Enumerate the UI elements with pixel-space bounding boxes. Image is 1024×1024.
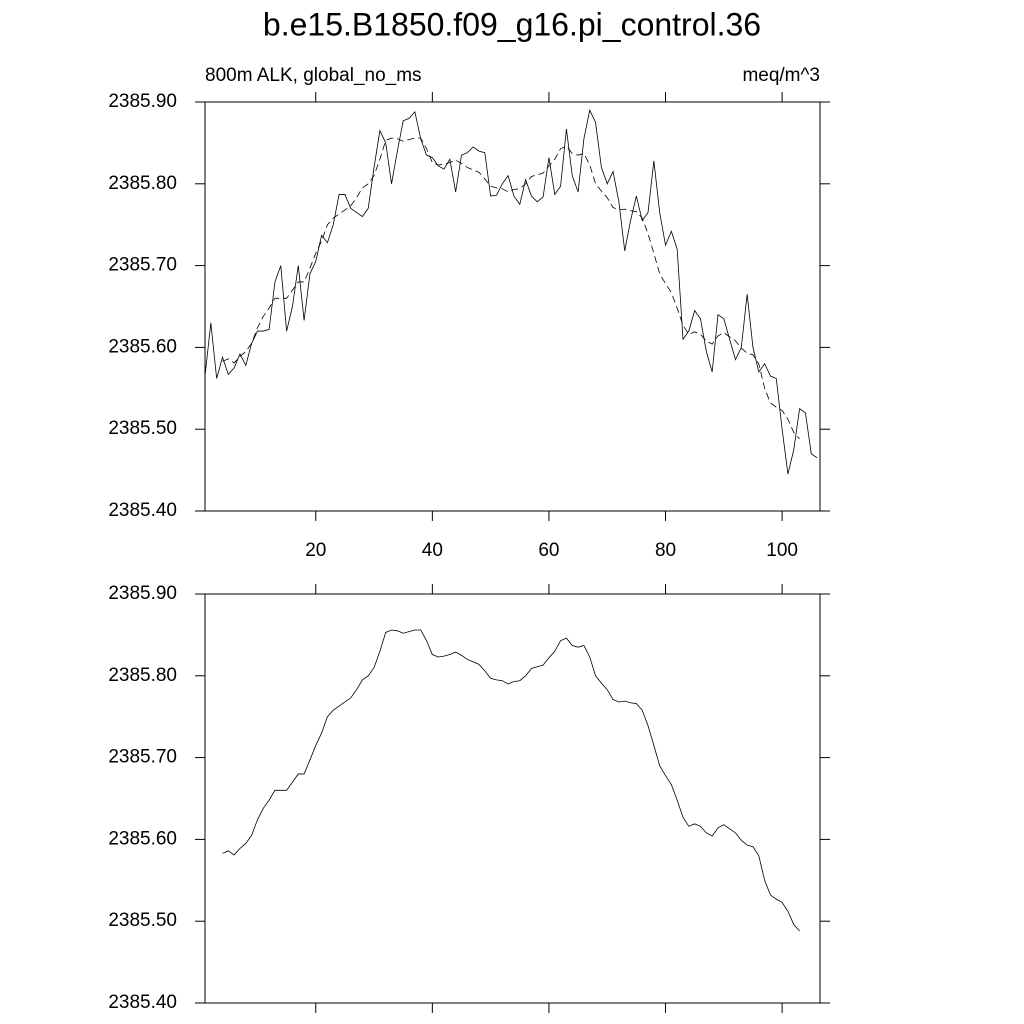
plot-frame: [204, 593, 821, 1004]
y-tick-label: 2385.50: [108, 418, 177, 439]
figure-title: b.e15.B1850.f09_g16.pi_control.36: [263, 6, 761, 42]
x-tick-label: 60: [538, 540, 559, 561]
subtitle-right: meq/m^3: [742, 65, 820, 86]
y-tick-label: 2385.90: [108, 583, 177, 604]
data-line: [204, 108, 818, 475]
data-line: [222, 137, 800, 440]
x-tick-label: 20: [305, 540, 326, 561]
x-tick-label: 40: [422, 540, 443, 561]
y-tick-label: 2385.40: [108, 992, 177, 1013]
y-tick-label: 2385.40: [108, 500, 177, 521]
y-tick-label: 2385.60: [108, 336, 177, 357]
y-tick-label: 2385.70: [108, 747, 177, 768]
y-tick-label: 2385.60: [108, 828, 177, 849]
y-tick-label: 2385.80: [108, 665, 177, 686]
plot-frame: [204, 101, 821, 512]
y-tick-label: 2385.50: [108, 910, 177, 931]
y-tick-label: 2385.90: [108, 91, 177, 112]
subtitle-left: 800m ALK, global_no_ms: [205, 65, 422, 86]
y-tick-label: 2385.80: [108, 173, 177, 194]
x-tick-label: 100: [766, 540, 798, 561]
y-tick-label: 2385.70: [108, 255, 177, 276]
data-line: [222, 629, 800, 932]
x-tick-label: 80: [655, 540, 676, 561]
